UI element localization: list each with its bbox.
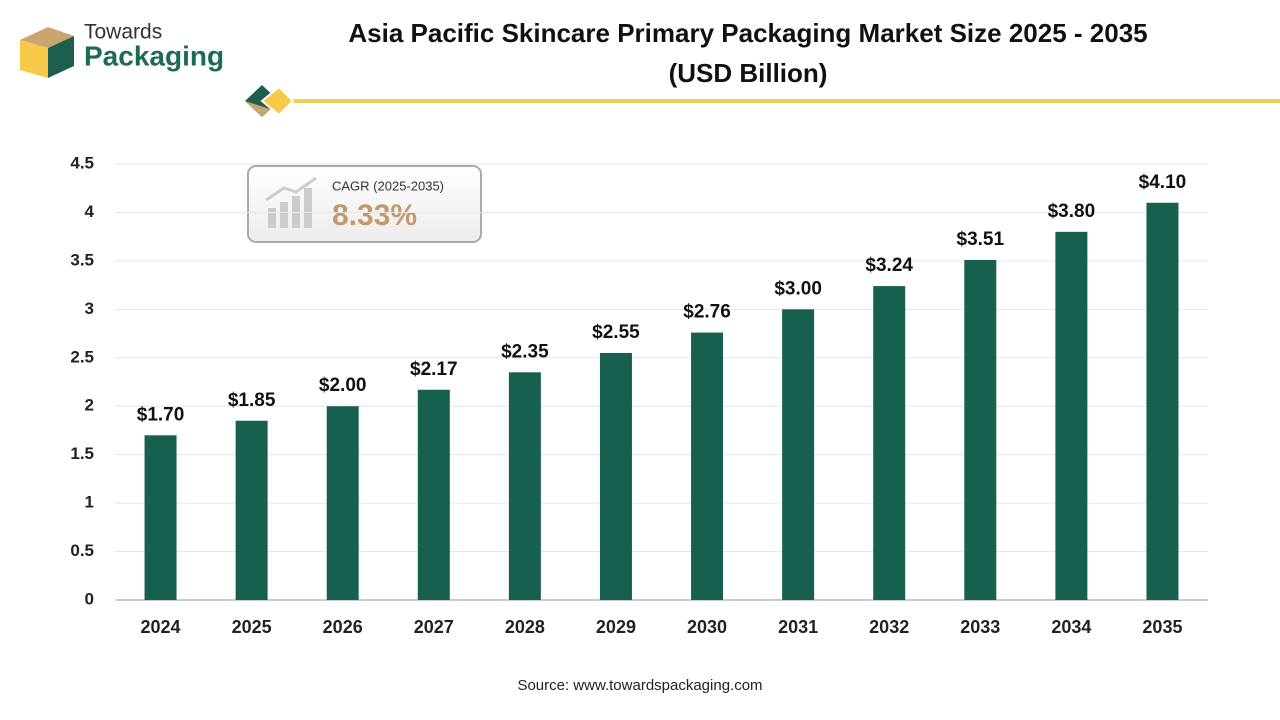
y-tick-label: 4: [85, 202, 95, 221]
value-label: $1.85: [228, 390, 276, 411]
bar: [599, 352, 632, 600]
bar: [873, 286, 906, 600]
value-label: $3.24: [865, 255, 913, 276]
value-label: $1.70: [137, 404, 185, 425]
y-tick-label: 4.5: [70, 153, 94, 172]
y-tick-label: 0.5: [70, 541, 94, 560]
source: Source: www.towardspackaging.com: [517, 677, 762, 694]
y-tick-label: 2.5: [70, 347, 94, 366]
value-label: $3.00: [774, 278, 822, 299]
x-tick-label: 2028: [505, 617, 545, 637]
x-tick-label: 2033: [960, 617, 1000, 637]
value-label: $2.76: [683, 302, 731, 323]
bar: [964, 259, 997, 600]
x-tick-label: 2026: [323, 617, 363, 637]
chart-title: Asia Pacific Skincare Primary Packaging …: [348, 18, 1147, 48]
y-tick-label: 2: [85, 396, 94, 415]
x-tick-label: 2025: [232, 617, 272, 637]
bar: [508, 372, 541, 600]
value-label: $3.80: [1048, 201, 1096, 222]
bar: [1055, 231, 1088, 601]
value-label: $3.51: [957, 229, 1005, 250]
bar: [417, 389, 450, 600]
x-tick-label: 2024: [141, 617, 181, 637]
x-tick-label: 2030: [687, 617, 727, 637]
value-label: $2.00: [319, 375, 367, 396]
y-tick-label: 0: [85, 589, 94, 608]
cagr-box: CAGR (2025-2035) 8.33%: [247, 165, 482, 243]
y-tick-label: 3.5: [70, 250, 94, 269]
x-tick-label: 2034: [1051, 617, 1091, 637]
y-tick-label: 1: [85, 493, 94, 512]
x-tick-label: 2029: [596, 617, 636, 637]
bar: [235, 420, 268, 600]
bar: [782, 309, 815, 600]
x-tick-label: 2035: [1142, 617, 1182, 637]
logo-text: Packaging: [84, 40, 224, 71]
cagr-value: 8.33%: [332, 199, 417, 232]
bar: [691, 332, 724, 600]
x-tick-label: 2027: [414, 617, 454, 637]
logo: Towards Packaging: [20, 21, 224, 78]
bar: [1146, 202, 1179, 600]
value-label: $4.10: [1139, 172, 1187, 193]
logo-text: Towards: [84, 21, 162, 44]
value-label: $2.35: [501, 341, 549, 362]
value-label: $2.55: [592, 322, 640, 343]
bar: [326, 406, 359, 600]
x-tick-label: 2031: [778, 617, 818, 637]
value-label: $2.17: [410, 359, 458, 380]
x-tick-label: 2032: [869, 617, 909, 637]
bar: [144, 435, 177, 600]
y-tick-label: 3: [85, 299, 94, 318]
cagr-label: CAGR (2025-2035): [332, 178, 444, 193]
divider: [245, 85, 1280, 117]
y-tick-label: 1.5: [70, 444, 94, 463]
chart-subtitle: (USD Billion): [669, 58, 828, 88]
